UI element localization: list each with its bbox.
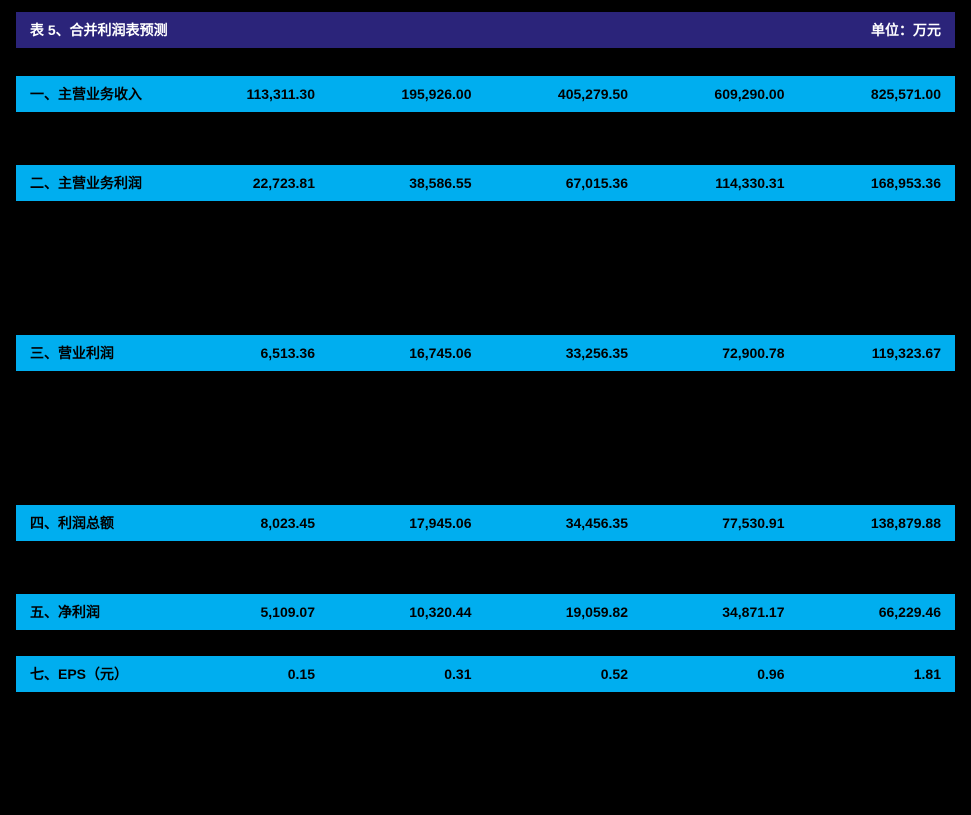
- table-row: 四、利润总额8,023.4517,945.0634,456.3577,530.9…: [16, 505, 955, 540]
- table-row: 二、主营业务利润22,723.8138,586.5567,015.36114,3…: [16, 165, 955, 200]
- cell-value: 34,456.35: [486, 505, 643, 540]
- cell-value: 119,323.67: [799, 335, 956, 370]
- cell-value: 10,320.44: [329, 594, 486, 629]
- row-label: 二、主营业务利润: [16, 165, 173, 200]
- row-label: 三、营业利润: [16, 335, 173, 370]
- cell-value: 168,953.36: [799, 165, 956, 200]
- cell-value: 825,571.00: [799, 76, 956, 111]
- cell-value: 0.52: [486, 656, 643, 691]
- spacer-row: [16, 370, 955, 505]
- cell-value: 77,530.91: [642, 505, 799, 540]
- cell-value: 114,330.31: [642, 165, 799, 200]
- spacer-row: [16, 200, 955, 335]
- cell-value: 33,256.35: [486, 335, 643, 370]
- table-title: 表 5、合并利润表预测: [30, 20, 168, 40]
- cell-value: 6,513.36: [173, 335, 330, 370]
- table-row: 三、营业利润6,513.3616,745.0633,256.3572,900.7…: [16, 335, 955, 370]
- row-label: 四、利润总额: [16, 505, 173, 540]
- table-unit: 单位：万元: [871, 20, 941, 40]
- table-row: 一、主营业务收入113,311.30195,926.00405,279.5060…: [16, 76, 955, 111]
- cell-value: 34,871.17: [642, 594, 799, 629]
- cell-value: 38,586.55: [329, 165, 486, 200]
- income-statement-table: 一、主营业务收入113,311.30195,926.00405,279.5060…: [16, 48, 955, 692]
- row-label: 五、净利润: [16, 594, 173, 629]
- spacer-row: [16, 629, 955, 656]
- cell-value: 19,059.82: [486, 594, 643, 629]
- table-row: 五、净利润5,109.0710,320.4419,059.8234,871.17…: [16, 594, 955, 629]
- cell-value: 22,723.81: [173, 165, 330, 200]
- spacer-row: [16, 111, 955, 165]
- table-header: 表 5、合并利润表预测 单位：万元: [16, 12, 955, 48]
- spacer-row: [16, 540, 955, 594]
- cell-value: 8,023.45: [173, 505, 330, 540]
- spacer-row: [16, 48, 955, 76]
- cell-value: 0.31: [329, 656, 486, 691]
- row-label: 一、主营业务收入: [16, 76, 173, 111]
- cell-value: 5,109.07: [173, 594, 330, 629]
- cell-value: 16,745.06: [329, 335, 486, 370]
- cell-value: 195,926.00: [329, 76, 486, 111]
- cell-value: 67,015.36: [486, 165, 643, 200]
- cell-value: 113,311.30: [173, 76, 330, 111]
- table-row: 七、EPS（元）0.150.310.520.961.81: [16, 656, 955, 691]
- cell-value: 405,279.50: [486, 76, 643, 111]
- cell-value: 609,290.00: [642, 76, 799, 111]
- cell-value: 138,879.88: [799, 505, 956, 540]
- cell-value: 17,945.06: [329, 505, 486, 540]
- cell-value: 72,900.78: [642, 335, 799, 370]
- cell-value: 0.15: [173, 656, 330, 691]
- cell-value: 1.81: [799, 656, 956, 691]
- cell-value: 0.96: [642, 656, 799, 691]
- row-label: 七、EPS（元）: [16, 656, 173, 691]
- cell-value: 66,229.46: [799, 594, 956, 629]
